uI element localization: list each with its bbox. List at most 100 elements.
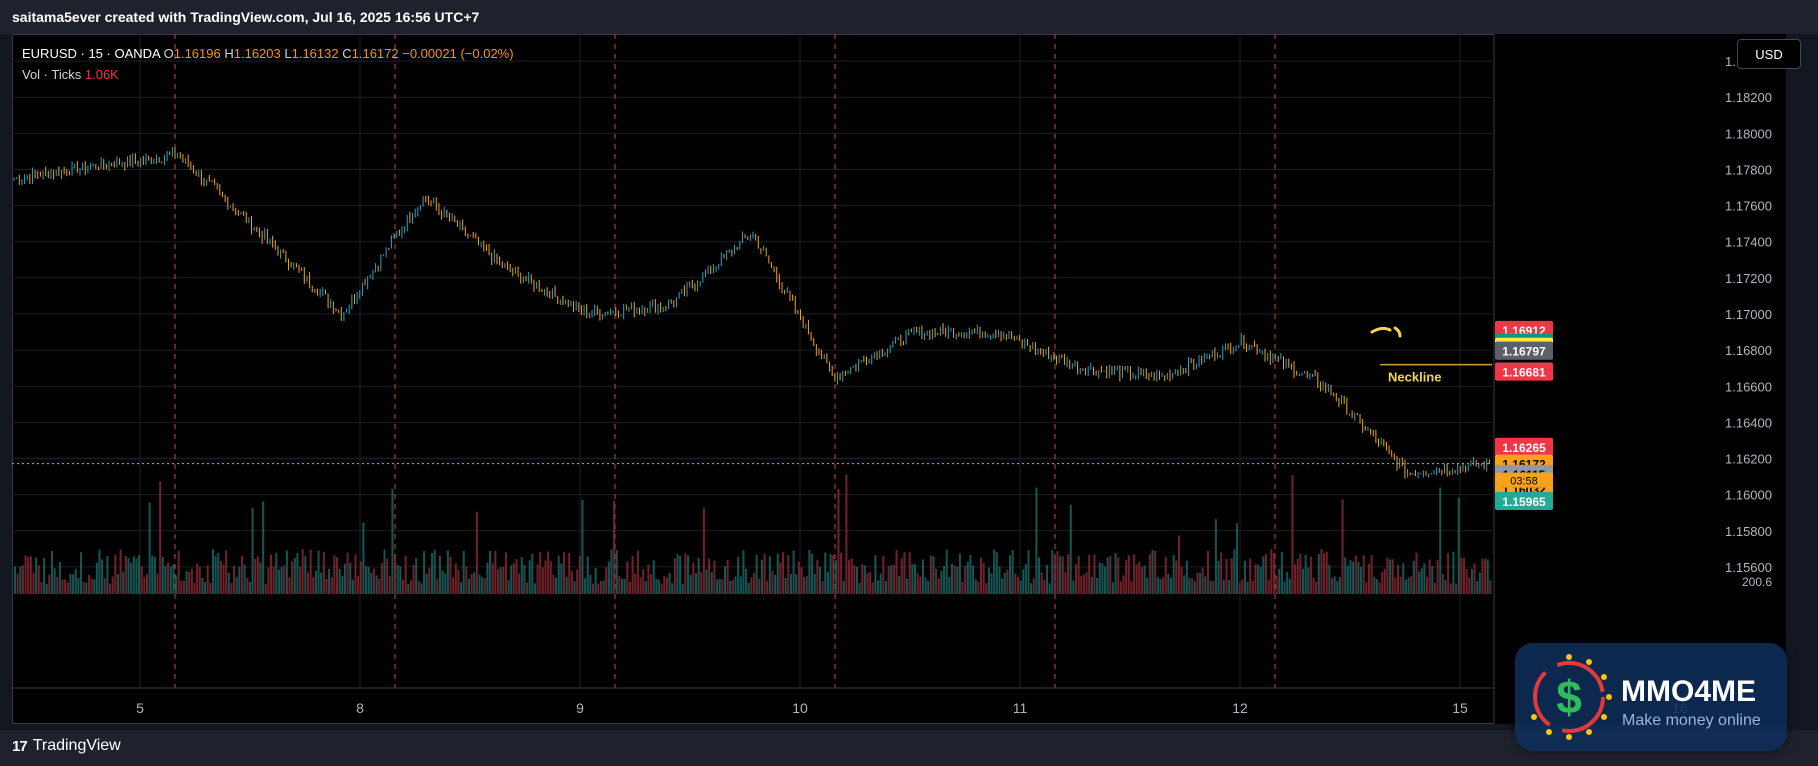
volume-bar	[309, 549, 312, 594]
volume-bar	[742, 550, 745, 594]
volume-bar	[270, 554, 273, 594]
volume-bar	[1127, 555, 1130, 594]
volume-bar	[291, 561, 294, 594]
price-tick-label: 1.17600	[1725, 199, 1772, 214]
volume-bar	[610, 549, 613, 594]
volume-bar	[668, 572, 671, 594]
volume-bar	[721, 579, 724, 594]
volume-bar	[771, 570, 774, 594]
mmo4me-logo-icon: $	[1531, 654, 1612, 740]
low-label: L	[284, 46, 292, 61]
volume-bar	[1106, 557, 1109, 594]
volume-bar	[1315, 581, 1318, 594]
volume-bar	[555, 577, 558, 594]
volume-bar	[296, 553, 299, 594]
volume-bar	[322, 551, 325, 594]
volume-bar	[547, 551, 550, 594]
volume-bar	[190, 568, 193, 594]
volume-bar	[1444, 579, 1447, 594]
countdown-label: 03:58	[1510, 476, 1538, 488]
volume-bar	[958, 553, 961, 594]
symbol-label[interactable]: EURUSD · 15 · OANDA	[22, 46, 160, 61]
volume-bar	[1117, 557, 1120, 594]
volume-bar	[1291, 475, 1294, 594]
volume-bar	[351, 579, 354, 594]
volume-bar	[359, 561, 362, 594]
volume-bar	[1133, 554, 1136, 594]
volume-bar	[515, 558, 518, 594]
volume-bar	[1235, 523, 1239, 594]
volume-bar	[1441, 573, 1444, 594]
volume-bar	[877, 580, 880, 594]
volume-bar	[74, 568, 77, 594]
volume-bar	[969, 555, 972, 594]
volume-bar	[599, 580, 602, 594]
volume-bar	[204, 582, 207, 594]
volume-bar	[1085, 572, 1088, 594]
price-bars	[13, 146, 1490, 479]
volume-bar	[937, 578, 940, 594]
volume-bar	[589, 574, 592, 594]
volume-bar	[1016, 576, 1019, 594]
volume-bar	[1344, 557, 1347, 594]
high-label: H	[224, 46, 234, 61]
volume-bar	[681, 583, 684, 594]
volume-bar	[388, 575, 391, 594]
volume-bar	[111, 576, 114, 594]
volume-bar	[570, 571, 573, 594]
svg-text:$: $	[1556, 671, 1582, 723]
volume-bar	[1027, 550, 1030, 594]
volume-bar	[760, 559, 763, 594]
volume-bar	[887, 565, 890, 594]
volume-bar	[1193, 581, 1196, 594]
volume-bar	[1288, 578, 1291, 594]
volume-bar	[708, 558, 711, 594]
low-value: 1.16132	[291, 46, 339, 61]
volume-bar	[932, 556, 935, 594]
volume-bar	[50, 550, 53, 594]
volume-bar	[233, 565, 236, 594]
volume-bar	[486, 562, 489, 594]
volume-bar	[573, 581, 576, 594]
volume-bar	[462, 550, 465, 594]
price-tick-label: 1.17800	[1725, 162, 1772, 177]
volume-bar	[982, 562, 985, 594]
volume-bar	[1230, 558, 1233, 594]
volume-bar	[1309, 556, 1312, 594]
currency-button[interactable]: USD	[1737, 39, 1801, 69]
volume-bar	[945, 549, 948, 594]
price-chart[interactable]: Neckline 1.184001.182001.180001.178001.1…	[12, 34, 1786, 724]
watermark-subtitle: Make money online	[1622, 712, 1761, 729]
volume-bar	[106, 556, 109, 594]
volume-bar	[227, 572, 230, 594]
volume-bar	[1365, 582, 1368, 594]
volume-bar	[1265, 553, 1268, 594]
tradingview-logo[interactable]: 17 TradingView	[12, 737, 121, 755]
price-tick-label: 1.16600	[1725, 379, 1772, 394]
volume-bar	[1009, 555, 1012, 594]
volume-bar	[436, 578, 439, 594]
volume-bar	[1199, 572, 1202, 594]
volume-bar	[1331, 577, 1334, 594]
volume-bar	[77, 577, 80, 594]
volume-bar	[1375, 579, 1378, 594]
price-tick-label: 1.18200	[1725, 90, 1772, 105]
volume-bar	[399, 566, 402, 594]
volume-bar	[420, 583, 423, 594]
volume-bar	[642, 569, 645, 594]
price-label-text: 1.16265	[1502, 441, 1546, 455]
volume-bar	[758, 578, 761, 594]
volume-bar	[871, 582, 874, 594]
volume-bar	[845, 474, 848, 594]
volume-bar	[734, 576, 737, 594]
time-tick-label: 15	[1452, 700, 1468, 716]
volume-bar	[750, 577, 753, 594]
price-axis: 1.184001.182001.180001.178001.176001.174…	[1493, 34, 1786, 724]
volume-bar	[98, 549, 101, 594]
volume-bar	[333, 555, 336, 594]
volume-bar	[1159, 579, 1162, 594]
volume-bar	[657, 579, 661, 594]
volume-value: 1.06K	[84, 67, 119, 82]
volume-label[interactable]: Vol · Ticks	[22, 67, 82, 82]
volume-bar	[1109, 555, 1112, 594]
